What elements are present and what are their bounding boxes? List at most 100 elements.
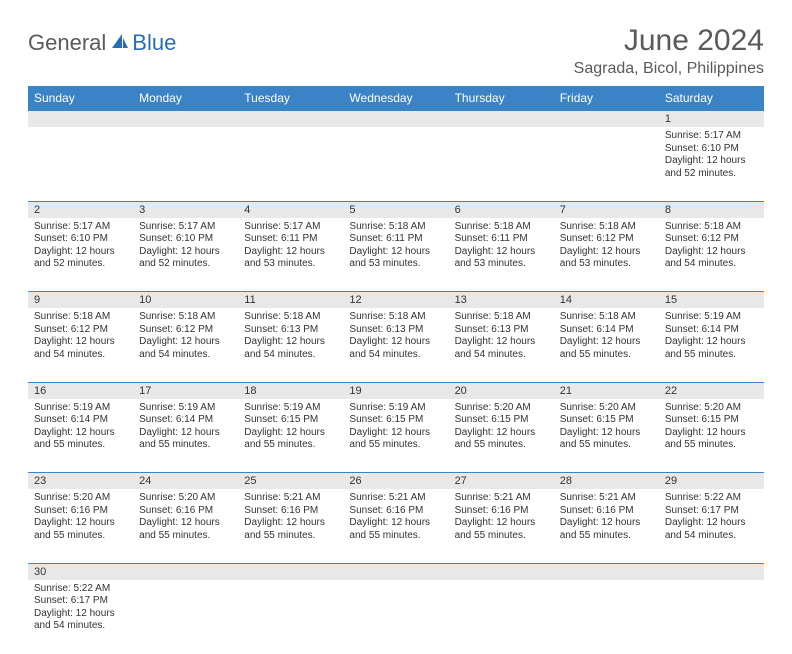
sunrise-line: Sunrise: 5:18 AM [139,311,232,324]
sunset-line: Sunset: 6:15 PM [455,414,548,427]
sunrise-line: Sunrise: 5:19 AM [665,311,758,324]
calendar-day-cell: Sunrise: 5:17 AMSunset: 6:10 PMDaylight:… [28,218,133,292]
day-number-cell: 9 [28,292,133,309]
daylight-line: Daylight: 12 hours and 55 minutes. [139,427,232,452]
day-number-cell: 25 [238,473,343,490]
day-number: 7 [560,204,566,216]
sunrise-line: Sunrise: 5:19 AM [34,402,127,415]
calendar-day-cell: Sunrise: 5:18 AMSunset: 6:11 PMDaylight:… [449,218,554,292]
sunset-line: Sunset: 6:11 PM [244,233,337,246]
calendar-day-cell: Sunrise: 5:17 AMSunset: 6:10 PMDaylight:… [133,218,238,292]
daylight-line: Daylight: 12 hours and 52 minutes. [34,246,127,271]
sunset-line: Sunset: 6:11 PM [349,233,442,246]
daylight-line: Daylight: 12 hours and 54 minutes. [34,608,127,633]
day-number-cell: 21 [554,382,659,399]
sunrise-line: Sunrise: 5:21 AM [455,492,548,505]
calendar-day-cell: Sunrise: 5:20 AMSunset: 6:15 PMDaylight:… [449,399,554,473]
daylight-line: Daylight: 12 hours and 55 minutes. [349,427,442,452]
calendar-day-cell: Sunrise: 5:18 AMSunset: 6:11 PMDaylight:… [343,218,448,292]
day-number: 14 [560,294,572,306]
title-block: June 2024 Sagrada, Bicol, Philippines [574,24,764,78]
sunset-line: Sunset: 6:11 PM [455,233,548,246]
calendar-week-row: Sunrise: 5:17 AMSunset: 6:10 PMDaylight:… [28,127,764,201]
day-header: Wednesday [343,86,448,111]
calendar-day-cell: Sunrise: 5:21 AMSunset: 6:16 PMDaylight:… [343,489,448,563]
sunset-line: Sunset: 6:16 PM [560,505,653,518]
daylight-line: Daylight: 12 hours and 55 minutes. [244,517,337,542]
daylight-line: Daylight: 12 hours and 53 minutes. [244,246,337,271]
sunset-line: Sunset: 6:12 PM [34,324,127,337]
sunrise-line: Sunrise: 5:18 AM [349,221,442,234]
sunset-line: Sunset: 6:12 PM [560,233,653,246]
day-number-cell: 8 [659,201,764,218]
day-number: 25 [244,475,256,487]
calendar-empty-cell [133,580,238,654]
day-number: 4 [244,204,250,216]
day-number-row: 23242526272829 [28,473,764,490]
day-number-cell [343,111,448,128]
page-title: June 2024 [574,24,764,58]
sunrise-line: Sunrise: 5:20 AM [34,492,127,505]
sunset-line: Sunset: 6:13 PM [349,324,442,337]
day-number-cell: 27 [449,473,554,490]
daylight-line: Daylight: 12 hours and 53 minutes. [455,246,548,271]
calendar-day-cell: Sunrise: 5:19 AMSunset: 6:15 PMDaylight:… [238,399,343,473]
sunset-line: Sunset: 6:15 PM [244,414,337,427]
sunset-line: Sunset: 6:16 PM [244,505,337,518]
sunrise-line: Sunrise: 5:22 AM [34,583,127,596]
day-header: Sunday [28,86,133,111]
sunrise-line: Sunrise: 5:18 AM [34,311,127,324]
calendar-day-cell: Sunrise: 5:18 AMSunset: 6:14 PMDaylight:… [554,308,659,382]
day-header: Friday [554,86,659,111]
day-number-cell [554,563,659,580]
calendar-day-cell: Sunrise: 5:20 AMSunset: 6:16 PMDaylight:… [28,489,133,563]
sunrise-line: Sunrise: 5:18 AM [665,221,758,234]
sunset-line: Sunset: 6:10 PM [665,143,758,156]
daylight-line: Daylight: 12 hours and 55 minutes. [139,517,232,542]
calendar-day-cell: Sunrise: 5:20 AMSunset: 6:15 PMDaylight:… [659,399,764,473]
day-number-cell: 3 [133,201,238,218]
day-number: 27 [455,475,467,487]
day-number-cell: 1 [659,111,764,128]
day-number-cell [28,111,133,128]
day-number-cell [554,111,659,128]
calendar-day-cell: Sunrise: 5:17 AMSunset: 6:10 PMDaylight:… [659,127,764,201]
calendar-empty-cell [238,580,343,654]
day-number: 26 [349,475,361,487]
calendar-day-cell: Sunrise: 5:19 AMSunset: 6:14 PMDaylight:… [133,399,238,473]
day-number-cell: 14 [554,292,659,309]
day-number-cell [449,563,554,580]
daylight-line: Daylight: 12 hours and 55 minutes. [34,517,127,542]
daylight-line: Daylight: 12 hours and 52 minutes. [665,155,758,180]
calendar-empty-cell [449,127,554,201]
calendar-empty-cell [554,580,659,654]
daylight-line: Daylight: 12 hours and 54 minutes. [455,336,548,361]
calendar-empty-cell [449,580,554,654]
calendar-day-cell: Sunrise: 5:18 AMSunset: 6:12 PMDaylight:… [28,308,133,382]
day-number-cell: 17 [133,382,238,399]
calendar-day-cell: Sunrise: 5:18 AMSunset: 6:12 PMDaylight:… [133,308,238,382]
day-number-row: 16171819202122 [28,382,764,399]
daylight-line: Daylight: 12 hours and 54 minutes. [349,336,442,361]
calendar-week-row: Sunrise: 5:18 AMSunset: 6:12 PMDaylight:… [28,308,764,382]
sunrise-line: Sunrise: 5:19 AM [244,402,337,415]
daylight-line: Daylight: 12 hours and 55 minutes. [560,517,653,542]
day-number-cell: 20 [449,382,554,399]
daylight-line: Daylight: 12 hours and 54 minutes. [244,336,337,361]
calendar-week-row: Sunrise: 5:19 AMSunset: 6:14 PMDaylight:… [28,399,764,473]
day-number: 6 [455,204,461,216]
calendar-empty-cell [659,580,764,654]
sunrise-line: Sunrise: 5:18 AM [455,311,548,324]
day-number-cell [133,563,238,580]
daylight-line: Daylight: 12 hours and 54 minutes. [139,336,232,361]
sunset-line: Sunset: 6:13 PM [455,324,548,337]
sunset-line: Sunset: 6:14 PM [139,414,232,427]
day-number: 29 [665,475,677,487]
sunrise-line: Sunrise: 5:18 AM [560,221,653,234]
sunrise-line: Sunrise: 5:20 AM [455,402,548,415]
calendar-day-cell: Sunrise: 5:18 AMSunset: 6:13 PMDaylight:… [343,308,448,382]
calendar-day-cell: Sunrise: 5:18 AMSunset: 6:12 PMDaylight:… [659,218,764,292]
sunset-line: Sunset: 6:16 PM [455,505,548,518]
calendar-day-cell: Sunrise: 5:19 AMSunset: 6:14 PMDaylight:… [28,399,133,473]
calendar-table: Sunday Monday Tuesday Wednesday Thursday… [28,86,764,654]
